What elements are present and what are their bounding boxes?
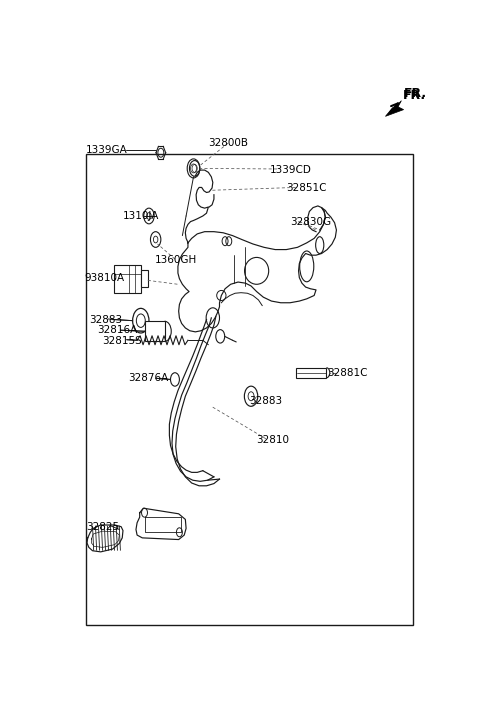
Bar xyxy=(114,265,141,293)
Text: 1360GH: 1360GH xyxy=(155,254,197,265)
Text: 32876A: 32876A xyxy=(128,374,169,383)
Text: 32883: 32883 xyxy=(249,395,282,406)
Text: 32825: 32825 xyxy=(87,522,120,531)
Text: 32883: 32883 xyxy=(89,315,122,324)
Bar xyxy=(86,154,412,624)
Bar xyxy=(145,321,165,342)
Text: FR.: FR. xyxy=(403,89,426,103)
Text: 1310JA: 1310JA xyxy=(123,211,160,221)
Polygon shape xyxy=(386,100,404,116)
Text: 32810: 32810 xyxy=(257,435,290,445)
Bar xyxy=(296,368,326,378)
Text: 32881C: 32881C xyxy=(327,368,368,378)
Text: 32800B: 32800B xyxy=(208,138,249,148)
Text: 32816A: 32816A xyxy=(97,325,137,335)
Text: 32815S: 32815S xyxy=(103,336,142,346)
Text: 32851C: 32851C xyxy=(286,183,327,193)
Text: 32830G: 32830G xyxy=(290,217,331,227)
Bar xyxy=(141,270,148,287)
Text: FR.: FR. xyxy=(404,87,427,100)
Text: 1339GA: 1339GA xyxy=(86,145,127,155)
Text: 1339CD: 1339CD xyxy=(270,164,311,174)
Text: 93810A: 93810A xyxy=(84,273,124,283)
